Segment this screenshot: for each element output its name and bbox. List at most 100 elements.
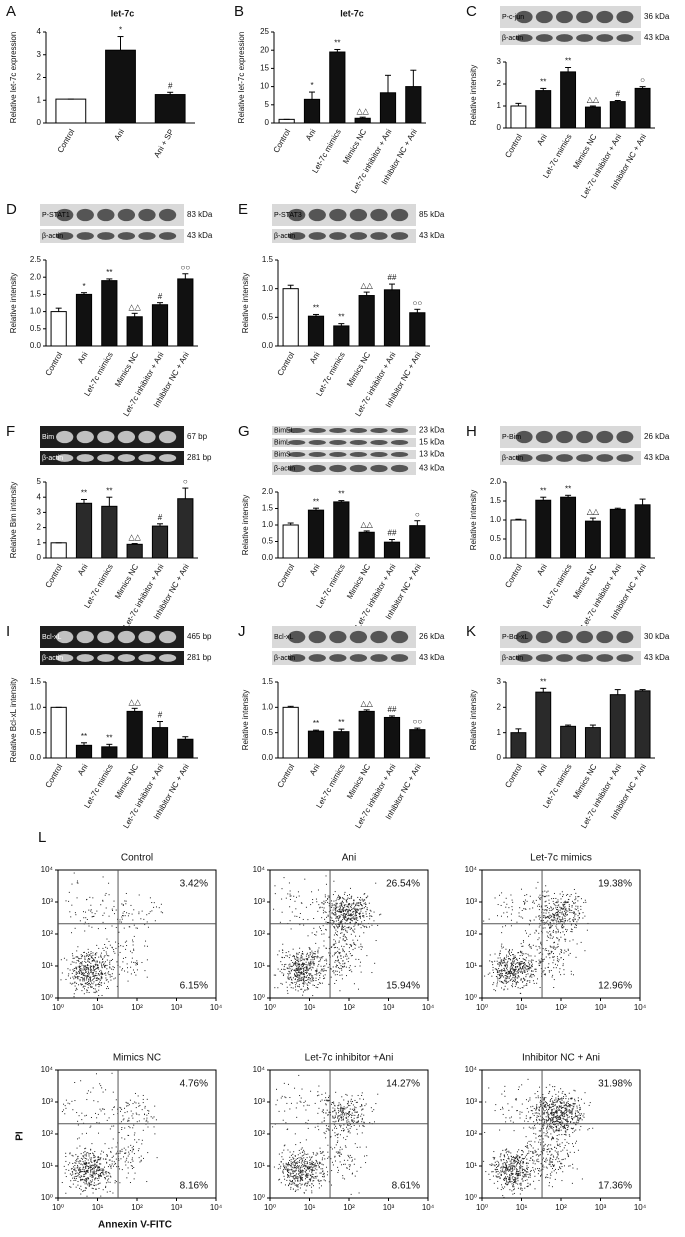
- cell-dot: [558, 914, 559, 915]
- cell-dot: [557, 929, 558, 930]
- cell-dot: [524, 967, 525, 968]
- cell-dot: [303, 964, 304, 965]
- cell-dot: [317, 1162, 318, 1163]
- cell-dot: [103, 1152, 104, 1153]
- x-tick-label: 10⁰: [52, 1203, 64, 1212]
- cell-dot: [333, 881, 334, 882]
- cell-dot: [360, 946, 361, 947]
- blot-band: [138, 209, 155, 221]
- blot-size: 281 bp: [187, 653, 212, 662]
- cell-dot: [64, 1113, 65, 1114]
- cell-dot: [355, 904, 356, 905]
- cell-dot: [351, 898, 352, 899]
- cell-dot: [525, 908, 526, 909]
- blot-band: [77, 431, 94, 443]
- cell-dot: [533, 980, 534, 981]
- y-tick-label: 0.0: [30, 341, 42, 350]
- cell-dot: [507, 977, 508, 978]
- cell-dot: [94, 969, 95, 970]
- x-tick-label: Control: [272, 127, 293, 154]
- cell-dot: [510, 979, 511, 980]
- cell-dot: [540, 899, 541, 900]
- cell-dot: [119, 1107, 120, 1108]
- cell-dot: [351, 1119, 352, 1120]
- cell-dot: [322, 1168, 323, 1169]
- cell-dot: [517, 970, 518, 971]
- cell-dot: [323, 1109, 324, 1110]
- cell-dot: [344, 892, 345, 893]
- cell-dot: [374, 1121, 375, 1122]
- cell-dot: [507, 961, 508, 962]
- cell-dot: [299, 1157, 300, 1158]
- significance-mark: ○: [183, 477, 188, 486]
- cell-dot: [321, 1153, 322, 1154]
- cell-dot: [291, 1161, 292, 1162]
- cell-dot: [582, 918, 583, 919]
- cell-dot: [299, 964, 300, 965]
- cell-dot: [310, 954, 311, 955]
- cell-dot: [131, 962, 132, 963]
- cell-dot: [501, 965, 502, 966]
- cell-dot: [504, 980, 505, 981]
- cell-dot: [133, 1146, 134, 1147]
- cell-dot: [288, 1169, 289, 1170]
- cell-dot: [80, 970, 81, 971]
- cell-dot: [100, 904, 101, 905]
- cell-dot: [529, 964, 530, 965]
- cell-dot: [63, 1109, 64, 1110]
- cell-dot: [287, 1177, 288, 1178]
- cell-dot: [500, 957, 501, 958]
- cell-dot: [337, 1108, 338, 1109]
- cell-dot: [306, 1190, 307, 1191]
- cell-dot: [508, 958, 509, 959]
- cell-dot: [322, 1159, 323, 1160]
- cell-dot: [301, 969, 302, 970]
- cell-dot: [299, 975, 300, 976]
- cell-dot: [300, 913, 301, 914]
- cell-dot: [568, 949, 569, 950]
- cell-dot: [548, 891, 549, 892]
- cell-dot: [343, 1137, 344, 1138]
- cell-dot: [503, 959, 504, 960]
- cell-dot: [105, 1186, 106, 1187]
- cell-dot: [549, 910, 550, 911]
- cell-dot: [134, 1153, 135, 1154]
- cell-dot: [311, 981, 312, 982]
- cell-dot: [119, 1132, 120, 1133]
- cell-dot: [497, 915, 498, 916]
- cell-dot: [338, 1112, 339, 1113]
- blot-label: β-actin: [502, 35, 523, 42]
- cell-dot: [312, 1180, 313, 1181]
- cell-dot: [290, 899, 291, 900]
- cell-dot: [336, 900, 337, 901]
- cell-dot: [77, 973, 78, 974]
- cell-dot: [544, 922, 545, 923]
- cell-dot: [512, 973, 513, 974]
- blot-band: [596, 631, 613, 643]
- cell-dot: [282, 912, 283, 913]
- cell-dot: [335, 912, 336, 913]
- cell-dot: [92, 1172, 93, 1173]
- cell-dot: [521, 978, 522, 979]
- cell-dot: [296, 1166, 297, 1167]
- cell-dot: [297, 1186, 298, 1187]
- cell-dot: [304, 1193, 305, 1194]
- cell-dot: [291, 960, 292, 961]
- cell-dot: [107, 1180, 108, 1181]
- y-tick-label: 0.5: [262, 728, 274, 737]
- x-tick-label: 10¹: [516, 1003, 528, 1012]
- cell-dot: [326, 1104, 327, 1105]
- cell-dot: [552, 913, 553, 914]
- cell-dot: [295, 989, 296, 990]
- cell-dot: [106, 953, 107, 954]
- cell-dot: [68, 1164, 69, 1165]
- cell-dot: [310, 978, 311, 979]
- cell-dot: [82, 984, 83, 985]
- significance-mark: △△: [361, 520, 374, 529]
- cell-dot: [336, 907, 337, 908]
- cell-dot: [568, 899, 569, 900]
- cell-dot: [290, 1152, 291, 1153]
- cell-dot: [136, 927, 137, 928]
- cell-dot: [95, 973, 96, 974]
- cell-dot: [302, 1170, 303, 1171]
